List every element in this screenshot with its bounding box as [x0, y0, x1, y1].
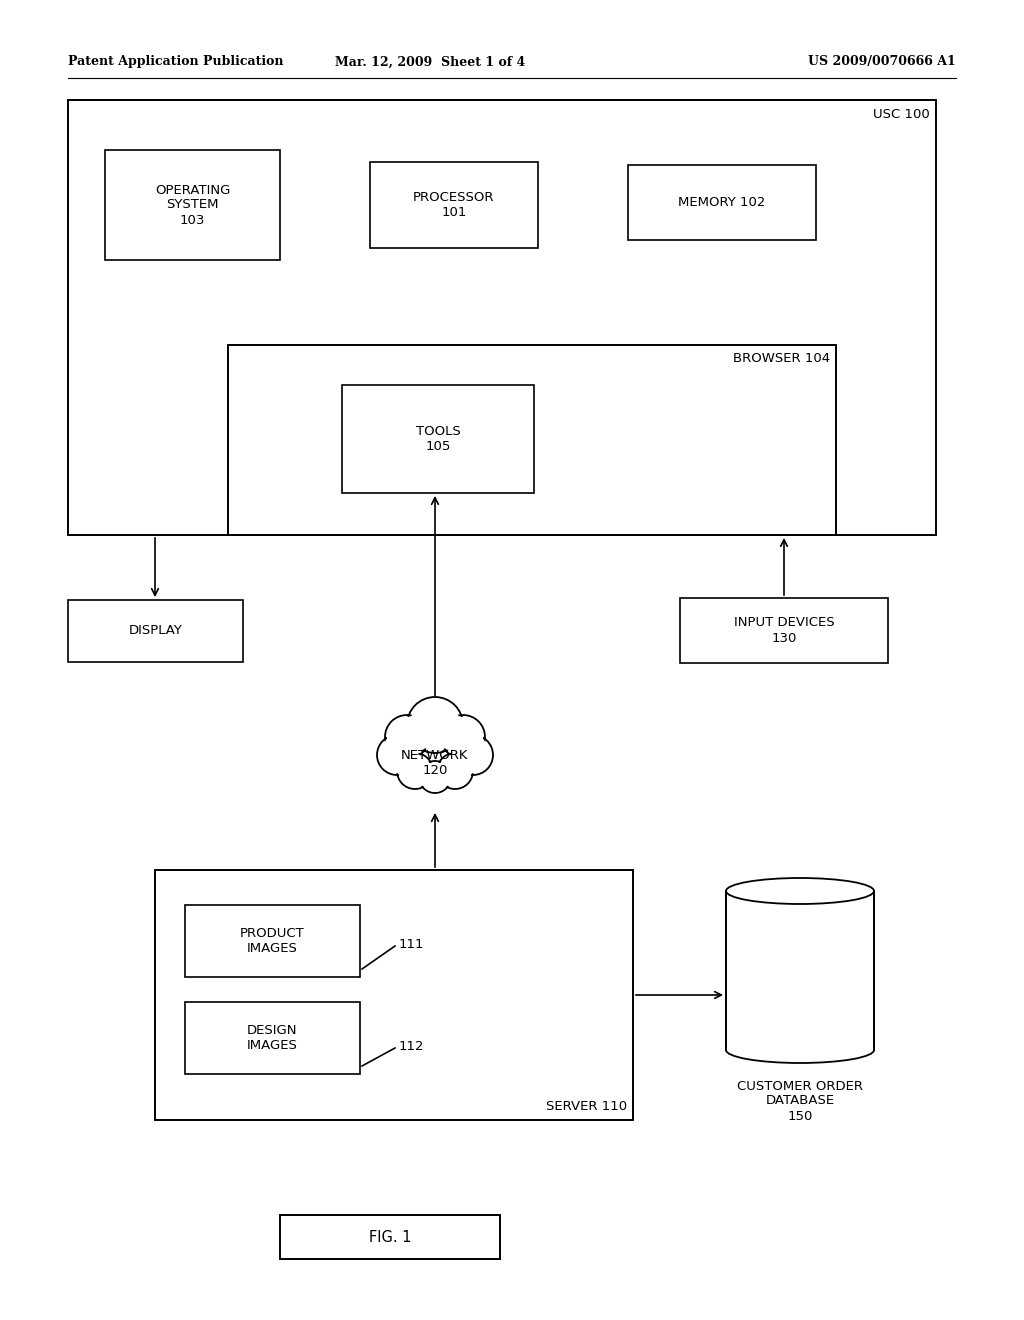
- Text: DISPLAY: DISPLAY: [129, 624, 182, 638]
- Bar: [342, 385, 534, 492]
- Circle shape: [411, 701, 460, 750]
- Circle shape: [407, 697, 463, 752]
- Text: PRODUCT
IMAGES: PRODUCT IMAGES: [240, 927, 305, 954]
- Text: MEMORY 102: MEMORY 102: [678, 195, 766, 209]
- Circle shape: [453, 735, 493, 775]
- Circle shape: [377, 735, 417, 775]
- Text: FIG. 1: FIG. 1: [369, 1229, 412, 1245]
- Bar: [68, 601, 243, 663]
- Bar: [370, 162, 538, 248]
- Circle shape: [437, 752, 473, 789]
- Circle shape: [439, 755, 471, 787]
- Bar: [228, 345, 836, 535]
- Bar: [185, 906, 360, 977]
- Circle shape: [419, 762, 451, 793]
- Text: 111: 111: [399, 939, 425, 952]
- Circle shape: [421, 763, 450, 791]
- Circle shape: [443, 718, 482, 756]
- Bar: [726, 891, 874, 1049]
- Bar: [628, 165, 816, 240]
- Circle shape: [380, 738, 415, 772]
- Text: CUSTOMER ORDER
DATABASE
150: CUSTOMER ORDER DATABASE 150: [737, 1080, 863, 1122]
- Circle shape: [399, 755, 431, 787]
- Bar: [280, 1214, 500, 1259]
- Circle shape: [388, 718, 426, 756]
- Circle shape: [385, 715, 429, 759]
- Ellipse shape: [726, 1038, 874, 1063]
- Text: BROWSER 104: BROWSER 104: [733, 352, 830, 366]
- Ellipse shape: [726, 878, 874, 904]
- Bar: [155, 870, 633, 1119]
- Text: Patent Application Publication: Patent Application Publication: [68, 55, 284, 69]
- Bar: [105, 150, 280, 260]
- Text: NETWORK
120: NETWORK 120: [401, 748, 469, 777]
- Circle shape: [441, 715, 485, 759]
- Text: Mar. 12, 2009  Sheet 1 of 4: Mar. 12, 2009 Sheet 1 of 4: [335, 55, 525, 69]
- Text: INPUT DEVICES
130: INPUT DEVICES 130: [733, 616, 835, 644]
- Text: USC 100: USC 100: [873, 107, 930, 120]
- Text: 112: 112: [399, 1040, 425, 1053]
- Text: US 2009/0070666 A1: US 2009/0070666 A1: [808, 55, 956, 69]
- Bar: [185, 1002, 360, 1074]
- Text: PROCESSOR
101: PROCESSOR 101: [414, 191, 495, 219]
- Bar: [680, 598, 888, 663]
- Text: SERVER 110: SERVER 110: [546, 1100, 627, 1113]
- Circle shape: [397, 752, 433, 789]
- Circle shape: [456, 738, 490, 772]
- Text: OPERATING
SYSTEM
103: OPERATING SYSTEM 103: [155, 183, 230, 227]
- Text: TOOLS
105: TOOLS 105: [416, 425, 461, 453]
- Bar: [68, 100, 936, 535]
- Text: DESIGN
IMAGES: DESIGN IMAGES: [247, 1024, 298, 1052]
